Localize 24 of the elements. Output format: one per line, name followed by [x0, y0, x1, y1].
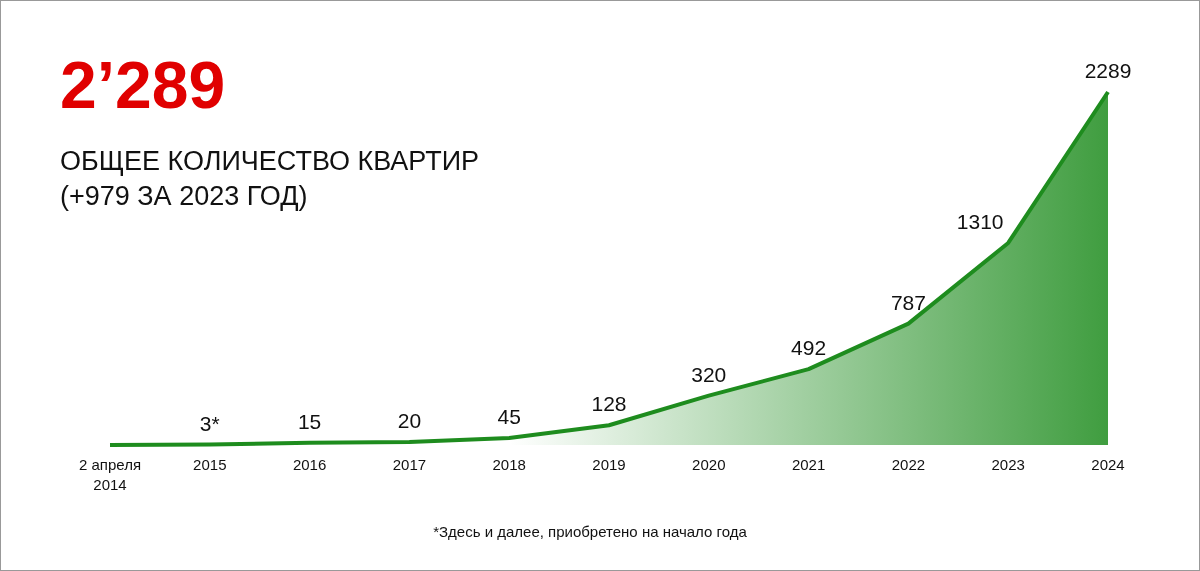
x-tick-label: 2020	[692, 456, 726, 473]
x-tick-label: 2022	[891, 456, 926, 473]
data-label: 3*	[199, 411, 220, 435]
text: ОБЩЕЕ КОЛИЧЕСТВО КВАРТИР (+979 ЗА 2023 ГОД)	[60, 146, 480, 211]
x-tick-label: 2 апреля 2014	[78, 456, 142, 493]
x-tick-label: 2021	[791, 456, 826, 473]
data-label: 20	[397, 408, 422, 432]
x-tick-label: 2016	[292, 456, 327, 473]
x-tick-label: 2023	[991, 456, 1025, 473]
x-tick-label: 2019	[592, 456, 626, 473]
chart-title: 2’289	[60, 48, 226, 122]
data-label: 320	[691, 362, 727, 386]
data-label: 492	[791, 336, 827, 360]
data-label: 787	[890, 290, 926, 314]
x-tick-label: 2018	[492, 456, 526, 473]
x-tick-label: 2024	[1091, 456, 1125, 473]
data-label: 128	[591, 392, 627, 416]
text: *Здесь и далее, приобретено на начало года	[433, 523, 748, 540]
data-label: 45	[497, 405, 521, 429]
x-tick-label: 2017	[392, 456, 427, 473]
data-label: 15	[297, 409, 322, 433]
data-label: 1310	[956, 209, 1004, 233]
data-label: 2289	[1084, 59, 1132, 82]
x-tick-label: 2015	[193, 456, 227, 473]
